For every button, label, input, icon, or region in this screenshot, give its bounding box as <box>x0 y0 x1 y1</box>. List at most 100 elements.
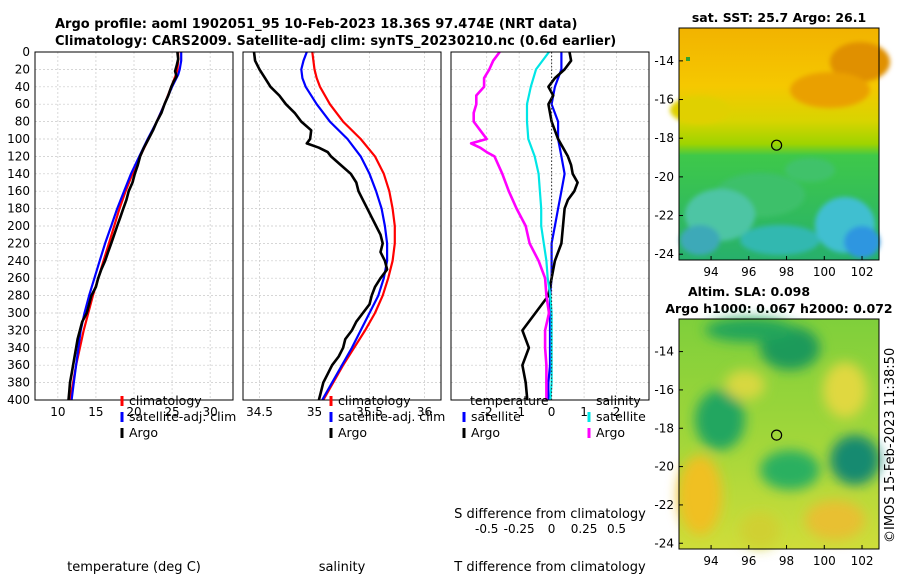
depth-tick-label: 40 <box>15 80 30 94</box>
temperature-tick-label: 10 <box>50 405 65 419</box>
t-difference-tick-label: 2 <box>613 405 621 419</box>
legend-label-s-satellite: satellite <box>596 409 646 424</box>
difference-series <box>469 52 579 400</box>
temperature-panel: 10 15 20 25 30 temperature (deg C) climatolo… <box>34 51 236 575</box>
legend-label-climatology: climatology <box>129 393 202 408</box>
temperature-axes-frame <box>34 51 234 401</box>
s-difference-tick-label: 0 <box>548 522 556 536</box>
map-lat-label: -16 <box>654 93 674 107</box>
depth-tick-label: 300 <box>7 306 30 320</box>
temperature-tick-label: 30 <box>203 405 218 419</box>
sla-map-frame <box>678 318 880 550</box>
figure-title-line1: Argo profile: aoml 1902051_95 10-Feb-202… <box>55 17 577 32</box>
t-difference-x-ticks: -2 -1 0 1 2 <box>481 405 621 419</box>
salinity-x-ticks: 34.5 35 35.5 36 <box>246 405 432 419</box>
map-lon-label: 100 <box>813 265 836 279</box>
difference-axes-frame <box>450 51 650 401</box>
argo-location-marker <box>770 429 783 441</box>
legend-label-t-satellite: satellite <box>471 409 521 424</box>
map-lon-label: 94 <box>703 554 718 568</box>
salinity-grid <box>243 51 441 401</box>
s-difference-x-ticks: -0.5 -0.25 0 0.25 0.5 <box>475 522 626 536</box>
map-lon-label: 102 <box>851 265 874 279</box>
map-lat-label: -14 <box>654 345 674 359</box>
depth-tick-label: 340 <box>7 341 30 355</box>
s-difference-tick-label: 0.25 <box>571 522 598 536</box>
depth-tick-label: 220 <box>7 236 30 250</box>
salinity-tick-label: 36 <box>417 405 432 419</box>
t-difference-tick-label: -2 <box>481 405 493 419</box>
depth-tick-label: 60 <box>15 97 30 111</box>
t-difference-tick-label: -1 <box>513 405 525 419</box>
map-lon-label: 98 <box>779 265 794 279</box>
temperature-grid <box>35 51 233 401</box>
depth-tick-label: 80 <box>15 115 30 129</box>
map-lon-label: 96 <box>741 265 756 279</box>
legend-label-argo: Argo <box>338 425 367 440</box>
figure-title-line2: Climatology: CARS2009. Satellite-adj cli… <box>55 34 616 49</box>
depth-tick-label: 380 <box>7 376 30 390</box>
salinity-series <box>252 52 396 400</box>
s-difference-xlabel: S difference from climatology <box>454 507 646 522</box>
depth-tick-label: 160 <box>7 184 30 198</box>
imos-credit: ©IMOS 15-Feb-2023 11:38:50 <box>883 348 898 543</box>
sst-map-panel: sat. SST: 25.7 Argo: 26.1 94 96 98 100 102 -1… <box>654 10 890 279</box>
sla-map-subtitle: Argo h1000: 0.067 h2000: 0.072 <box>665 301 892 316</box>
depth-tick-label: 200 <box>7 219 30 233</box>
legend-label-argo: Argo <box>129 425 158 440</box>
series-line-argo <box>67 52 180 400</box>
legend-label-satellite: satellite-adj. clim <box>129 409 236 424</box>
legend-label-s-argo: Argo <box>596 425 625 440</box>
map-lat-label: -24 <box>654 536 674 550</box>
series-line-s-argo <box>469 52 551 400</box>
salinity-tick-label: 35.5 <box>356 405 383 419</box>
map-lon-label: 96 <box>741 554 756 568</box>
temperature-tick-label: 25 <box>164 405 179 419</box>
depth-tick-label: 280 <box>7 289 30 303</box>
sst-map-title: sat. SST: 25.7 Argo: 26.1 <box>692 10 866 25</box>
difference-panel: -2 -1 0 1 2 T difference from climatology S … <box>450 51 650 575</box>
argo-location-marker <box>770 139 783 151</box>
map-lat-label: -22 <box>654 498 674 512</box>
t-difference-tick-label: 1 <box>580 405 588 419</box>
temperature-series <box>67 52 183 400</box>
legend-heading-temperature: temperature <box>470 393 549 408</box>
map-lon-label: 102 <box>851 554 874 568</box>
temperature-tick-label: 20 <box>126 405 141 419</box>
map-lat-label: -20 <box>654 170 674 184</box>
map-lat-label: -22 <box>654 209 674 223</box>
salinity-panel: 34.5 35 35.5 36 salinity climatology satell… <box>242 51 445 575</box>
map-lon-label: 100 <box>813 554 836 568</box>
temperature-legend: climatology satellite-adj. clim Argo <box>120 393 236 440</box>
salinity-legend: climatology satellite-adj. clim Argo <box>329 393 445 440</box>
map-lat-label: -18 <box>654 421 674 435</box>
sla-map-title: Altim. SLA: 0.098 <box>688 284 810 299</box>
depth-tick-label: 0 <box>22 45 30 59</box>
series-line-s-satellite <box>525 52 553 400</box>
map-lat-label: -14 <box>654 54 674 68</box>
s-difference-tick-label: -0.25 <box>504 522 535 536</box>
map-lat-label: -20 <box>654 460 674 474</box>
salinity-tick-label: 34.5 <box>246 405 273 419</box>
map-lon-label: 94 <box>703 265 718 279</box>
sst-map-image <box>670 28 890 260</box>
series-line-argo <box>252 52 389 400</box>
map-lat-label: -18 <box>654 131 674 145</box>
salinity-axes-frame <box>242 51 442 401</box>
depth-tick-label: 100 <box>7 132 30 146</box>
salinity-xlabel: salinity <box>319 560 366 575</box>
sla-map-ticks: 94 96 98 100 102 -14 -16 -18 -20 -22 -24 <box>654 345 873 568</box>
legend-heading-salinity: salinity <box>596 393 641 408</box>
difference-legend: temperature satellite Argo salinity sate… <box>462 393 646 440</box>
map-lat-label: -24 <box>654 247 674 261</box>
depth-tick-label: 320 <box>7 323 30 337</box>
temperature-xlabel: temperature (deg C) <box>67 560 201 575</box>
depth-tick-label: 360 <box>7 358 30 372</box>
map-lon-label: 98 <box>779 554 794 568</box>
temperature-tick-label: 15 <box>88 405 103 419</box>
depth-tick-label: 180 <box>7 202 30 216</box>
depth-axis-labels: 0 20 40 60 80 100 120 140 160 180 200 220 240 260 280 3… <box>7 45 30 407</box>
map-lat-label: -16 <box>654 383 674 397</box>
series-line-climatology <box>311 52 396 400</box>
